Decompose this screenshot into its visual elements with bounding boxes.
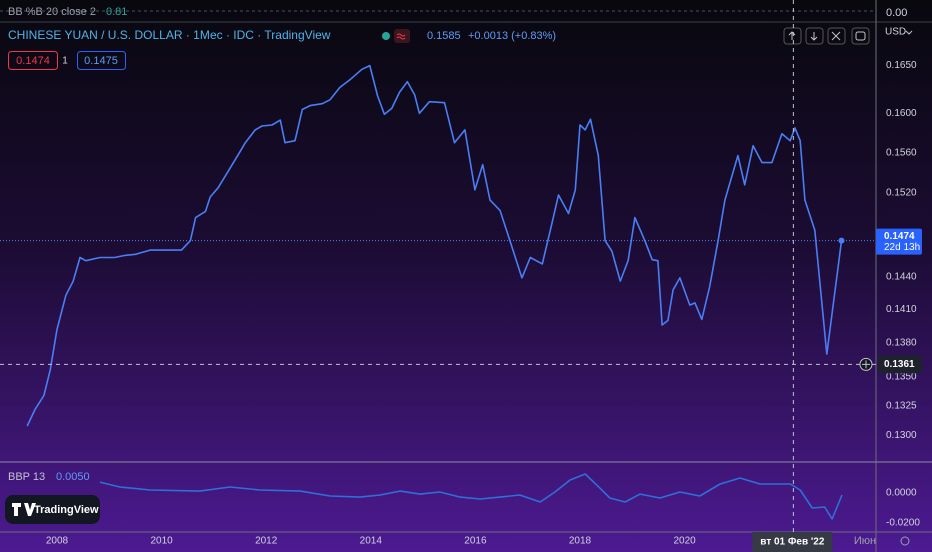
panel-title: BBP 13 bbox=[8, 471, 45, 483]
indicator-value: 0.81 bbox=[106, 6, 127, 18]
fullscreen[interactable] bbox=[851, 27, 870, 45]
crosshair-y-label: 0.1361 bbox=[884, 359, 915, 370]
y-tick-label: 0.1440 bbox=[886, 271, 917, 282]
y-tick-label: 0.1410 bbox=[886, 304, 917, 315]
y-tick-label: 0.1350 bbox=[886, 372, 917, 383]
icon bbox=[855, 31, 866, 41]
currency[interactable]: USD bbox=[885, 27, 906, 38]
price-line bbox=[26, 64, 843, 427]
y-tick-label: 0.1560 bbox=[886, 147, 917, 158]
crosshair-y-box bbox=[878, 355, 922, 374]
y-tick-label: 0.1600 bbox=[886, 108, 917, 119]
price: 0.1585 bbox=[427, 30, 461, 42]
x-tick-label: 2018 bbox=[569, 536, 592, 547]
x-tick-label: 2008 bbox=[46, 536, 69, 547]
spread: 1 bbox=[62, 56, 68, 67]
price-tag-countdown: 22d 13h bbox=[884, 242, 920, 253]
icon bbox=[831, 31, 841, 41]
buy-box[interactable] bbox=[77, 51, 126, 70]
y-tick-label: 0.1300 bbox=[886, 430, 917, 441]
crosshair-add-icon bbox=[862, 360, 870, 369]
settings-icon[interactable] bbox=[900, 536, 910, 546]
x-tick-label: 2010 bbox=[150, 536, 173, 547]
x-tick-label: 2014 bbox=[360, 536, 383, 547]
status-icon bbox=[396, 33, 406, 40]
y-tick-label: 0.1380 bbox=[886, 337, 917, 348]
crosshair-x-box bbox=[752, 532, 833, 552]
indicator-axis-label: 0.00 bbox=[886, 7, 907, 19]
crosshair-x-label: вт 01 Фев '22 bbox=[760, 537, 825, 548]
y-tick-label: 0.1325 bbox=[886, 401, 917, 412]
scroll-down[interactable] bbox=[805, 27, 824, 45]
status-dot bbox=[382, 32, 390, 40]
y-tick-label: 0.0000 bbox=[886, 488, 917, 499]
logo-box[interactable] bbox=[5, 495, 100, 524]
icon bbox=[788, 31, 796, 40]
panel-value: 0.0050 bbox=[56, 471, 90, 483]
price-tag bbox=[876, 228, 922, 255]
x-tick-label: 2016 bbox=[464, 536, 487, 547]
icon bbox=[810, 32, 818, 41]
price-line bbox=[99, 473, 843, 520]
logo-mark bbox=[12, 503, 36, 516]
logo-text: TradingView bbox=[34, 504, 99, 516]
collapse[interactable] bbox=[827, 27, 846, 45]
last-point bbox=[838, 237, 845, 244]
y-tick-label: -0.0200 bbox=[886, 518, 920, 529]
indicator-label: BB %B 20 close 2 bbox=[8, 6, 96, 18]
y-tick-label: 0.1520 bbox=[886, 188, 917, 199]
sell-box[interactable] bbox=[8, 51, 58, 70]
period-label: Июн bbox=[854, 535, 876, 547]
ask: 0.1475 bbox=[84, 55, 118, 67]
x-tick-label: 2020 bbox=[673, 536, 696, 547]
x-tick-label: 2012 bbox=[255, 536, 278, 547]
bid: 0.1474 bbox=[16, 55, 50, 67]
currency-chevron bbox=[905, 30, 913, 35]
price-tag-value: 0.1474 bbox=[884, 231, 915, 242]
price-change: +0.0013 (+0.83%) bbox=[468, 30, 556, 42]
chart-title: CHINESE YUAN / U.S. DOLLAR · 1Мес · IDC … bbox=[8, 28, 331, 42]
chart-controls[interactable] bbox=[783, 27, 870, 45]
y-tick-label: 0.1650 bbox=[886, 60, 917, 71]
scroll-up[interactable] bbox=[783, 27, 802, 45]
